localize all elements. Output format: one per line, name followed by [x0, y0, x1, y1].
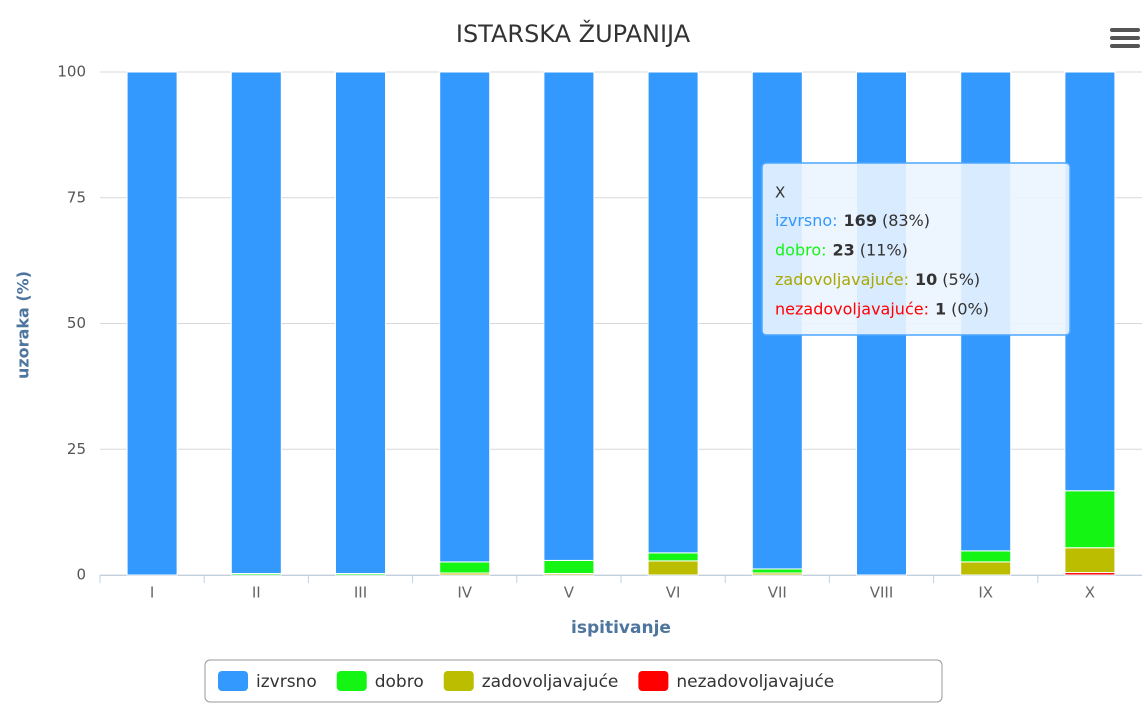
tooltip-row: izvrsno: 169 (83%)	[775, 211, 930, 230]
x-tick-label: IX	[978, 584, 993, 602]
tooltip-text: 1	[935, 299, 946, 318]
x-tick-label: VII	[768, 584, 787, 602]
x-tick-label: V	[564, 584, 575, 602]
tooltip-text: 169	[844, 211, 877, 230]
bar-segment	[126, 71, 178, 576]
x-tick-label: VI	[666, 584, 681, 602]
y-tick-label: 50	[67, 314, 86, 332]
chart-title: ISTARSKA ŽUPANIJA	[456, 19, 691, 48]
bar-segment	[439, 561, 491, 574]
x-tick-label: II	[252, 584, 261, 602]
bar-segment	[335, 71, 386, 574]
legend-swatch	[638, 671, 669, 691]
tooltip-box	[761, 162, 1071, 336]
x-axis-title: ispitivanje	[571, 618, 671, 638]
tooltip-title: X	[775, 184, 785, 202]
y-tick-label: 75	[67, 188, 86, 206]
bar-segment	[960, 561, 1012, 576]
tooltip-text: 23	[833, 240, 855, 259]
y-tick-label: 25	[67, 440, 86, 458]
x-tick-label: I	[150, 584, 154, 602]
bar-segment	[647, 560, 699, 576]
x-tick-label: III	[354, 584, 367, 602]
tooltip-text: nezadovoljavajuće:	[775, 299, 929, 318]
bar-segment	[751, 568, 803, 574]
x-tick-label: VIII	[870, 584, 894, 602]
bar-segment	[543, 559, 595, 574]
bar-segment	[1064, 71, 1116, 492]
legend-label: zadovoljavajuće	[482, 672, 619, 692]
tooltip-text: (0%)	[951, 299, 989, 318]
bar-segment	[647, 552, 699, 562]
legend-label: nezadovoljavajuće	[676, 672, 834, 692]
tooltip-row: zadovoljavajuće: 10 (5%)	[775, 270, 980, 289]
legend-box	[204, 659, 943, 703]
tooltip-text: izvrsno:	[775, 211, 838, 230]
x-tick-label: X	[1085, 584, 1095, 602]
tooltip-row: dobro: 23 (11%)	[775, 240, 908, 259]
bar-segment	[543, 71, 595, 561]
tooltip-text: 10	[915, 270, 937, 289]
tooltip-text: zadovoljavajuće:	[775, 270, 909, 289]
bar-segment	[960, 550, 1012, 563]
tooltip-row: nezadovoljavajuće: 1 (0%)	[775, 299, 989, 318]
bar-segment	[1064, 490, 1116, 549]
legend-swatch	[443, 671, 474, 691]
bar-segment	[647, 71, 699, 554]
tooltip-text: (83%)	[882, 211, 930, 230]
tooltip-text: (11%)	[860, 240, 908, 259]
bar-segment	[230, 71, 282, 574]
bar-segment	[1064, 547, 1116, 574]
legend-swatch	[218, 671, 248, 691]
tooltip-text: (5%)	[942, 270, 980, 289]
legend-label: dobro	[375, 672, 424, 692]
legend-swatch	[336, 671, 367, 691]
y-tick-label: 100	[57, 63, 86, 81]
y-tick-label: 0	[76, 566, 86, 584]
menu-icon[interactable]	[1110, 28, 1140, 48]
tooltip-text: dobro:	[775, 240, 827, 259]
x-tick-label: IV	[457, 584, 472, 602]
legend-label: izvrsno	[256, 672, 317, 692]
y-axis-title: uzoraka (%)	[14, 271, 33, 379]
legend: izvrsno dobro zadovoljavajuće nezadovoljava…	[204, 659, 943, 703]
bar-segment	[439, 71, 491, 563]
